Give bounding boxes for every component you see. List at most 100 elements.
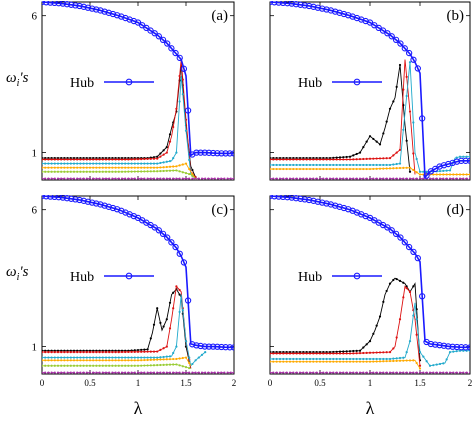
data-point — [44, 158, 47, 161]
series-line — [270, 64, 411, 172]
data-point — [162, 169, 165, 173]
hub-marker — [184, 107, 192, 114]
data-point — [335, 357, 338, 361]
data-point — [412, 177, 415, 180]
data-point — [60, 166, 63, 169]
data-point — [388, 359, 392, 363]
data-point — [425, 360, 428, 363]
hub-marker — [209, 343, 217, 350]
data-point — [392, 371, 395, 374]
data-point — [127, 364, 130, 367]
data-point — [111, 350, 114, 354]
data-point — [365, 343, 368, 346]
data-point — [95, 162, 98, 165]
data-point — [181, 365, 184, 368]
hub-marker — [275, 1, 282, 6]
y-axis-label-subscript: i — [17, 272, 20, 283]
data-point — [298, 167, 302, 171]
data-point — [136, 356, 140, 359]
data-point — [127, 158, 130, 161]
data-point — [338, 167, 342, 171]
data-point — [108, 364, 111, 367]
data-point — [156, 177, 159, 180]
data-point — [101, 371, 104, 374]
hub-marker — [336, 203, 343, 210]
data-point — [342, 357, 345, 361]
node-series — [42, 363, 191, 370]
data-point — [448, 350, 452, 354]
data-point — [111, 170, 114, 173]
hub-marker — [93, 200, 100, 207]
data-point — [352, 177, 355, 180]
data-point — [270, 167, 272, 171]
data-point — [140, 170, 143, 173]
hub-marker — [68, 195, 75, 202]
data-point — [60, 359, 63, 362]
data-point — [101, 170, 104, 173]
data-point — [168, 371, 172, 374]
data-point — [178, 293, 181, 296]
data-point — [165, 169, 168, 172]
data-point — [302, 167, 305, 171]
data-point — [101, 364, 104, 367]
data-point — [95, 177, 98, 180]
data-point — [458, 177, 462, 180]
data-point — [92, 356, 95, 359]
data-point — [305, 352, 308, 355]
data-point — [111, 162, 114, 165]
hub-marker — [332, 8, 339, 15]
data-point — [88, 166, 92, 169]
hub-marker — [59, 195, 67, 201]
data-point — [200, 177, 204, 180]
data-point — [82, 350, 85, 354]
data-point — [322, 163, 325, 167]
data-point — [223, 177, 226, 180]
data-point — [146, 371, 149, 374]
data-point — [332, 156, 335, 159]
data-point — [200, 371, 204, 374]
data-point — [143, 364, 146, 367]
data-point — [72, 350, 76, 354]
data-point — [388, 350, 392, 354]
data-point — [104, 170, 108, 173]
data-point — [181, 177, 184, 180]
data-point — [325, 352, 328, 355]
data-point — [120, 162, 124, 165]
data-point — [159, 348, 162, 352]
data-point — [127, 166, 130, 169]
data-point — [120, 166, 124, 169]
hub-marker — [305, 2, 313, 10]
data-point — [156, 350, 159, 353]
data-point — [285, 357, 288, 361]
data-point — [302, 177, 305, 180]
data-point — [338, 360, 342, 363]
data-point — [120, 350, 124, 354]
data-point — [428, 364, 432, 367]
data-point — [388, 163, 392, 167]
data-point — [168, 355, 172, 358]
data-point — [104, 158, 108, 161]
panel-d: 0 0.5 1 1.5 2 (d) Hub λ — [268, 195, 472, 418]
data-point — [204, 350, 207, 354]
data-point — [175, 177, 178, 180]
data-point — [298, 371, 302, 374]
data-point — [50, 371, 53, 374]
data-point — [133, 158, 136, 161]
data-point — [76, 364, 79, 367]
data-point — [275, 158, 278, 161]
data-point — [229, 177, 232, 180]
data-point — [181, 171, 184, 174]
data-point — [445, 173, 448, 176]
data-point — [220, 371, 223, 374]
hub-marker — [159, 36, 167, 44]
data-point — [355, 371, 358, 374]
data-point — [325, 357, 328, 361]
data-point — [275, 167, 278, 171]
data-point — [368, 163, 372, 167]
data-point — [408, 110, 412, 113]
hub-marker — [440, 342, 448, 349]
data-point — [229, 371, 232, 374]
data-point — [136, 166, 140, 169]
data-point — [117, 359, 120, 362]
data-point — [149, 337, 152, 340]
